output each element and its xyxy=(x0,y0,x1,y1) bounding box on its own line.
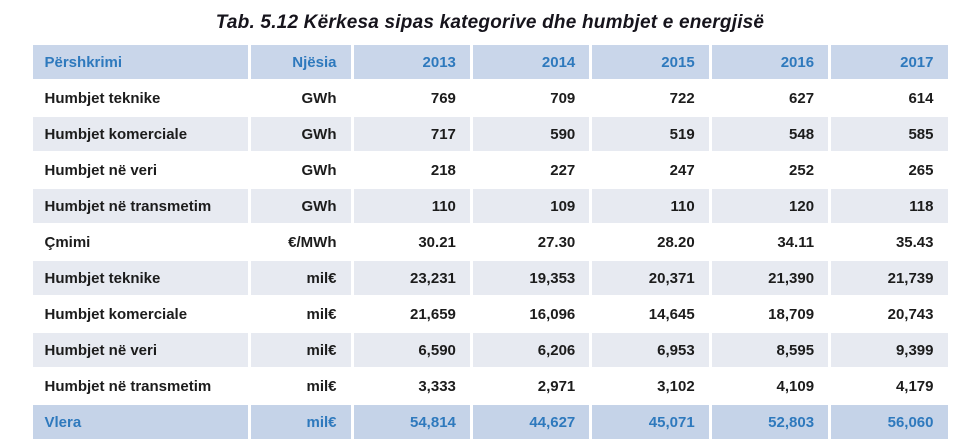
row-label-cell: Humbjet në veri xyxy=(32,333,248,367)
column-header: Njësia xyxy=(250,45,351,79)
column-header: 2015 xyxy=(592,45,709,79)
value-cell: 110 xyxy=(592,189,709,223)
value-cell: 6,953 xyxy=(592,333,709,367)
row-label-cell: Humbjet teknike xyxy=(32,261,248,295)
table-row: Vlera mil€ 54,814 44,627 45,071 52,803 56,060 xyxy=(32,405,948,439)
unit-cell: GWh xyxy=(250,189,351,223)
value-cell: 54,814 xyxy=(353,405,470,439)
column-header: 2017 xyxy=(831,45,948,79)
value-cell: 585 xyxy=(831,117,948,151)
value-cell: 120 xyxy=(711,189,829,223)
value-cell: 614 xyxy=(831,81,948,115)
value-cell: 8,595 xyxy=(711,333,829,367)
value-cell: 590 xyxy=(472,117,590,151)
value-cell: 3,102 xyxy=(592,369,709,403)
unit-cell: €/MWh xyxy=(250,225,351,259)
table-body: Humbjet teknike GWh 769 709 722 627 614 Humbjet… xyxy=(32,81,948,439)
value-cell: 21,659 xyxy=(353,297,470,331)
value-cell: 21,390 xyxy=(711,261,829,295)
column-header: Përshkrimi xyxy=(32,45,248,79)
unit-cell: mil€ xyxy=(250,369,351,403)
table-row: Humbjet në veri mil€ 6,590 6,206 6,953 8,595 9… xyxy=(32,333,948,367)
table-row: Çmimi €/MWh 30.21 27.30 28.20 34.11 35.43 xyxy=(32,225,948,259)
row-label-cell: Humbjet në veri xyxy=(32,153,248,187)
value-cell: 247 xyxy=(592,153,709,187)
row-label-cell: Humbjet në transmetim xyxy=(32,189,248,223)
unit-cell: GWh xyxy=(250,81,351,115)
value-cell: 227 xyxy=(472,153,590,187)
value-cell: 35.43 xyxy=(831,225,948,259)
value-cell: 6,206 xyxy=(472,333,590,367)
value-cell: 118 xyxy=(831,189,948,223)
row-label-cell: Humbjet komerciale xyxy=(32,297,248,331)
table-title: Tab. 5.12 Kërkesa sipas kategorive dhe h… xyxy=(215,12,765,33)
value-cell: 519 xyxy=(592,117,709,151)
value-cell: 14,645 xyxy=(592,297,709,331)
value-cell: 548 xyxy=(711,117,829,151)
column-header: 2016 xyxy=(711,45,829,79)
table-row: Humbjet në veri GWh 218 227 247 252 265 xyxy=(32,153,948,187)
unit-cell: mil€ xyxy=(250,405,351,439)
value-cell: 56,060 xyxy=(831,405,948,439)
value-cell: 627 xyxy=(711,81,829,115)
value-cell: 265 xyxy=(831,153,948,187)
value-cell: 28.20 xyxy=(592,225,709,259)
value-cell: 4,109 xyxy=(711,369,829,403)
value-cell: 722 xyxy=(592,81,709,115)
unit-cell: mil€ xyxy=(250,333,351,367)
table-row: Humbjet në transmetim GWh 110 109 110 120 118 xyxy=(32,189,948,223)
value-cell: 45,071 xyxy=(592,405,709,439)
row-label-cell: Humbjet teknike xyxy=(32,81,248,115)
value-cell: 52,803 xyxy=(711,405,829,439)
table-row: Humbjet komerciale mil€ 21,659 16,096 14,645… xyxy=(32,297,948,331)
row-label-cell: Çmimi xyxy=(32,225,248,259)
value-cell: 110 xyxy=(353,189,470,223)
table-row: Humbjet në transmetim mil€ 3,333 2,971 3,102… xyxy=(32,369,948,403)
header-row: Përshkrimi Njësia 2013 2014 2015 2016 2017 xyxy=(32,45,948,79)
value-cell: 20,743 xyxy=(831,297,948,331)
table-row: Humbjet komerciale GWh 717 590 519 548 585 xyxy=(32,117,948,151)
value-cell: 21,739 xyxy=(831,261,948,295)
value-cell: 717 xyxy=(353,117,470,151)
unit-cell: GWh xyxy=(250,153,351,187)
value-cell: 34.11 xyxy=(711,225,829,259)
value-cell: 218 xyxy=(353,153,470,187)
value-cell: 2,971 xyxy=(472,369,590,403)
energy-losses-table: Përshkrimi Njësia 2013 2014 2015 2016 2017 Hum… xyxy=(30,43,951,441)
unit-cell: GWh xyxy=(250,117,351,151)
value-cell: 9,399 xyxy=(831,333,948,367)
value-cell: 19,353 xyxy=(472,261,590,295)
unit-cell: mil€ xyxy=(250,297,351,331)
value-cell: 4,179 xyxy=(831,369,948,403)
value-cell: 6,590 xyxy=(353,333,470,367)
table-header: Përshkrimi Njësia 2013 2014 2015 2016 2017 xyxy=(32,45,948,79)
value-cell: 18,709 xyxy=(711,297,829,331)
column-header: 2014 xyxy=(472,45,590,79)
row-label-cell: Humbjet në transmetim xyxy=(32,369,248,403)
value-cell: 109 xyxy=(472,189,590,223)
value-cell: 23,231 xyxy=(353,261,470,295)
value-cell: 16,096 xyxy=(472,297,590,331)
table-row: Humbjet teknike GWh 769 709 722 627 614 xyxy=(32,81,948,115)
table-row: Humbjet teknike mil€ 23,231 19,353 20,371 21,… xyxy=(32,261,948,295)
value-cell: 30.21 xyxy=(353,225,470,259)
row-label-cell: Vlera xyxy=(32,405,248,439)
unit-cell: mil€ xyxy=(250,261,351,295)
value-cell: 252 xyxy=(711,153,829,187)
value-cell: 769 xyxy=(353,81,470,115)
row-label-cell: Humbjet komerciale xyxy=(32,117,248,151)
value-cell: 27.30 xyxy=(472,225,590,259)
value-cell: 20,371 xyxy=(592,261,709,295)
column-header: 2013 xyxy=(353,45,470,79)
value-cell: 709 xyxy=(472,81,590,115)
value-cell: 44,627 xyxy=(472,405,590,439)
value-cell: 3,333 xyxy=(353,369,470,403)
